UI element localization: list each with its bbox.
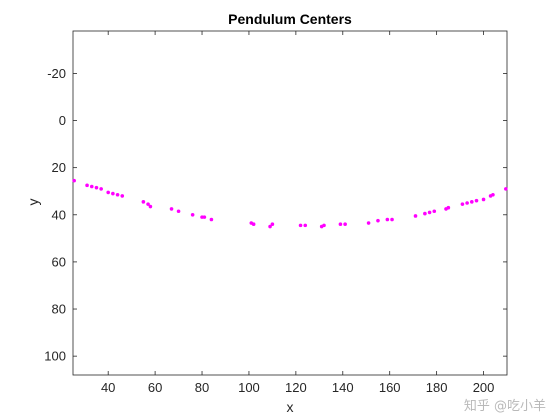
plot-area (72, 30, 508, 376)
data-point (202, 215, 207, 219)
data-point (89, 184, 94, 189)
data-point (106, 190, 110, 195)
y-axis-ticks: -20 0 20 40 60 80 100 (44, 66, 507, 364)
x-tick-label: 160 (379, 380, 401, 395)
x-axis-label: x (287, 399, 294, 415)
data-point (190, 212, 195, 217)
data-point (366, 221, 371, 225)
data-point (413, 214, 418, 218)
data-point (474, 198, 479, 203)
x-tick-label: 80 (195, 380, 209, 395)
x-tick-label: 60 (148, 380, 162, 395)
data-point (85, 183, 89, 188)
y-tick-label: 100 (44, 349, 66, 364)
data-point (176, 209, 181, 214)
data-point (423, 211, 427, 216)
data-point (115, 192, 120, 197)
data-point (148, 204, 153, 209)
data-point (111, 191, 115, 196)
data-point (270, 222, 275, 227)
data-point (209, 217, 214, 222)
data-point (385, 217, 390, 222)
x-tick-label: 40 (101, 380, 115, 395)
data-point (146, 202, 150, 206)
data-point (376, 218, 380, 223)
data-point (322, 223, 326, 228)
y-tick-label: 80 (52, 302, 66, 317)
data-point (390, 217, 394, 222)
y-tick-label: 40 (52, 207, 66, 222)
x-tick-label: 140 (332, 380, 354, 395)
data-point (432, 209, 437, 214)
data-point (120, 194, 125, 198)
data-point (427, 210, 432, 215)
data-point (94, 185, 99, 190)
data-point (72, 178, 76, 183)
y-tick-label: 60 (52, 254, 66, 269)
x-axis-ticks: 40 60 80 100 120 140 160 180 200 (101, 31, 494, 395)
data-point (343, 222, 347, 227)
data-point (460, 202, 465, 206)
data-point (169, 207, 174, 211)
y-tick-label: 20 (52, 160, 66, 175)
y-tick-label: 0 (59, 113, 66, 128)
data-point (481, 197, 486, 202)
data-point (504, 187, 508, 191)
data-point (99, 187, 103, 191)
data-point (338, 222, 343, 227)
data-point (303, 223, 308, 228)
data-point (470, 200, 474, 204)
data-point (491, 192, 495, 197)
y-axis-label: y (25, 199, 41, 206)
data-point (268, 224, 272, 229)
y-tick-label: -20 (47, 66, 66, 81)
data-point (465, 201, 469, 205)
data-point (251, 222, 256, 227)
chart-title: Pendulum Centers (228, 11, 352, 27)
x-tick-label: 100 (238, 380, 260, 395)
data-point (141, 200, 146, 204)
x-tick-label: 180 (426, 380, 448, 395)
data-point (446, 205, 451, 210)
x-tick-label: 200 (473, 380, 495, 395)
x-tick-label: 120 (285, 380, 307, 395)
data-points (72, 178, 508, 229)
data-point (298, 223, 303, 228)
watermark: 知乎 @吃小羊 (463, 399, 546, 414)
